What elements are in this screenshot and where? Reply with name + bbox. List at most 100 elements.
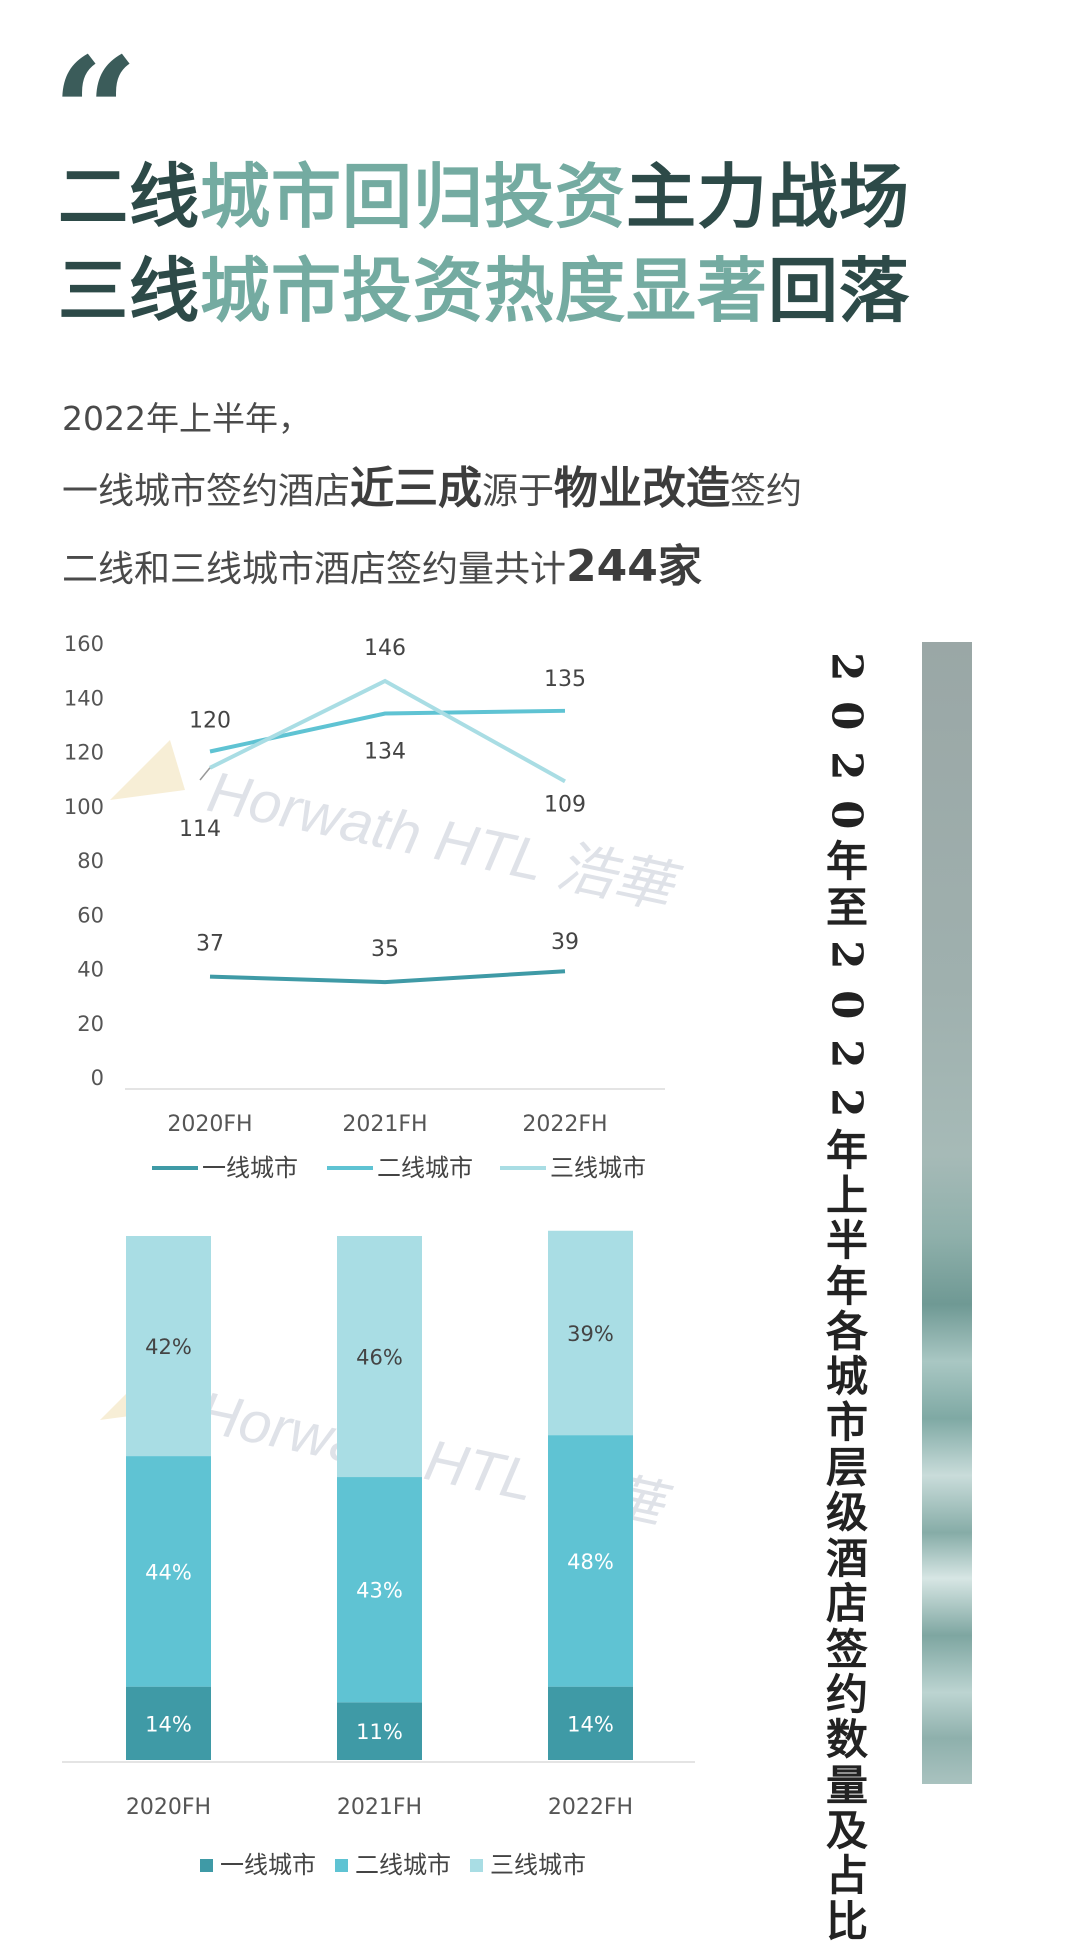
ocean-wave-image: [922, 642, 972, 1784]
legend-label: 三线城市: [550, 1154, 646, 1182]
headline-segment: 二线: [58, 156, 200, 238]
data-label: 37: [196, 932, 224, 957]
side-title-char: 各: [825, 1307, 868, 1357]
bar-label: 44%: [145, 1560, 192, 1584]
headline-segment: 城市投资热度显著: [200, 250, 768, 332]
side-title-char: 半: [825, 1216, 868, 1266]
intro-line-1: 2022年上半年，: [62, 399, 311, 438]
x-tick-label: 2020FH: [126, 1795, 211, 1820]
data-label: 109: [544, 792, 586, 817]
intro-segment: 近三成: [350, 463, 483, 514]
y-tick-label: 0: [91, 1066, 104, 1090]
side-title-char: 层: [825, 1443, 868, 1493]
headline-segment: 三线: [58, 250, 200, 332]
intro-segment: 二线和三线城市酒店签约量共计: [62, 549, 567, 590]
bar-label: 46%: [356, 1346, 403, 1370]
bar-label: 43%: [356, 1579, 403, 1603]
headline-line-1: 二线城市回归投资主力战场: [58, 162, 910, 232]
y-tick-label: 80: [77, 849, 104, 873]
side-title-char: 0: [822, 800, 872, 830]
legend-swatch: [470, 1859, 483, 1872]
headline-segment: 回落: [768, 250, 910, 332]
side-title-char: 占: [825, 1851, 868, 1901]
side-title-char: 酒: [825, 1533, 868, 1583]
side-title-char: 年: [825, 1125, 868, 1175]
bar-label: 14%: [145, 1712, 192, 1736]
data-label: 114: [179, 817, 221, 842]
side-title-char: 签: [825, 1624, 868, 1674]
headline-line-2: 三线城市投资热度显著回落: [58, 256, 910, 326]
series-line-3: [209, 678, 566, 784]
bar-label: 11%: [356, 1720, 403, 1744]
side-title-char: 城: [825, 1352, 868, 1402]
intro-segment: 源于: [482, 471, 555, 512]
side-title-char: 数: [825, 1715, 868, 1765]
y-tick-label: 140: [64, 686, 104, 710]
legend-label: 一线城市: [202, 1154, 298, 1182]
y-tick-label: 120: [64, 741, 104, 765]
legend-label: 二线城市: [355, 1851, 451, 1879]
leader-line: [199, 767, 211, 781]
data-label: 146: [364, 636, 406, 661]
y-tick-label: 60: [77, 903, 104, 927]
data-label: 35: [371, 937, 399, 962]
bar-segment: [126, 1456, 211, 1687]
series-line-1: [209, 969, 566, 985]
legend-label: 二线城市: [377, 1154, 473, 1182]
intro-segment: 一线城市签约酒店: [62, 471, 351, 512]
side-title-char: 至: [825, 882, 868, 932]
x-tick-label: 2022FH: [548, 1795, 633, 1820]
bar-segment: [548, 1230, 633, 1436]
legend-label: 三线城市: [490, 1851, 586, 1879]
headline-segment: 城市回归投资: [200, 156, 626, 238]
side-title-char: 年: [825, 837, 868, 887]
side-title-char: 量: [825, 1760, 868, 1810]
y-tick-label: 20: [77, 1012, 104, 1036]
charts-canvas: 0 20 40 60 80 100 120 140 160 2020FH 2021FH 2022FH H…: [62, 632, 695, 1879]
side-title-char: 及: [825, 1805, 868, 1855]
bar-segment: [337, 1236, 422, 1478]
data-label: 39: [551, 930, 579, 955]
watermark-logo-icon: [110, 740, 185, 800]
side-title-char: 2: [822, 940, 872, 970]
bar-label: 14%: [567, 1712, 614, 1736]
y-tick-label: 40: [77, 958, 104, 982]
bar-segment: [126, 1236, 211, 1457]
side-title-char: 2: [822, 1038, 872, 1069]
bar-label: 42%: [145, 1335, 192, 1359]
bar-segment: [548, 1686, 633, 1760]
legend-swatch: [200, 1859, 213, 1872]
side-title-char: 2: [822, 1088, 872, 1118]
headline-segment: 主力战场: [626, 156, 910, 238]
bar-label: 39%: [567, 1322, 614, 1346]
side-title-char: 级: [825, 1488, 868, 1538]
x-tick-label: 2021FH: [337, 1795, 422, 1820]
x-tick-label: 2021FH: [342, 1112, 427, 1137]
quote-mark-icon: “: [52, 25, 138, 201]
bar-segment: [337, 1477, 422, 1703]
intro-segment: 244家: [566, 541, 702, 592]
side-title-char: 市: [825, 1397, 868, 1447]
side-title-char: 店: [825, 1579, 868, 1629]
bar-segment: [337, 1702, 422, 1760]
side-title-char: 0: [822, 989, 872, 1019]
watermark-text: Horwath HTL 浩華: [202, 759, 686, 923]
bar-segment: [548, 1435, 633, 1687]
side-title-char: 2: [822, 652, 872, 682]
x-tick-label: 2020FH: [167, 1112, 252, 1137]
x-tick-label: 2022FH: [522, 1112, 607, 1137]
bar-segment: [126, 1686, 211, 1760]
intro-line-2: 一线城市签约酒店近三成源于物业改造签约: [62, 452, 802, 516]
side-title-char: 年: [825, 1261, 868, 1311]
y-tick-label: 160: [64, 632, 104, 656]
side-title-char: 2: [822, 750, 872, 781]
side-title-char: 约: [825, 1669, 868, 1719]
side-title-char: 上: [825, 1170, 868, 1220]
data-label: 134: [364, 740, 406, 765]
intro-segment: 签约: [730, 471, 803, 512]
intro-segment: 物业改造: [554, 463, 731, 514]
side-title-char: 比: [825, 1896, 868, 1946]
data-label: 120: [189, 709, 231, 734]
bar-label: 48%: [567, 1550, 614, 1574]
